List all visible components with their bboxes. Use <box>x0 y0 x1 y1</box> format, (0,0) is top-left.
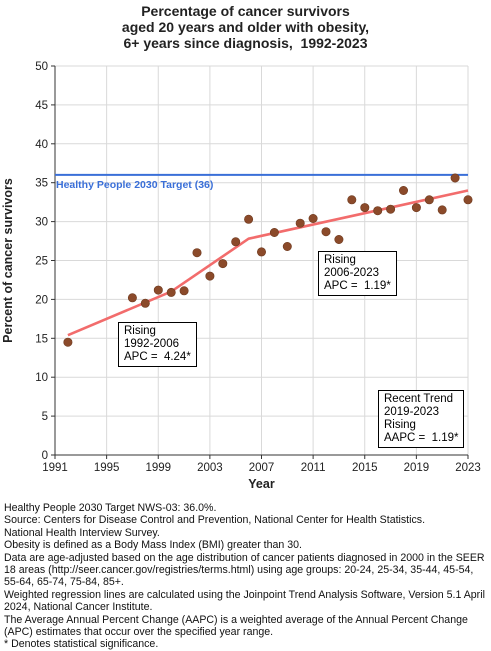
title-line: aged 20 years and older with obesity, <box>121 19 370 35</box>
chart: Healthy People 2030 Target (36) 0 5 10 15 20… <box>1 61 481 491</box>
x-tick-label: 2011 <box>301 462 326 474</box>
x-tick-label: 2023 <box>455 462 481 474</box>
annotation-line: Rising <box>384 419 416 431</box>
data-point <box>166 287 176 297</box>
data-point <box>244 214 254 224</box>
y-tick-label: 5 <box>42 411 48 423</box>
data-point <box>373 206 383 216</box>
footnote: * Denotes statistical significance. <box>4 638 159 651</box>
data-point <box>140 298 150 308</box>
y-tick-label: 35 <box>35 178 48 190</box>
data-point <box>269 228 279 238</box>
data-point <box>334 235 344 245</box>
y-tick-label: 25 <box>35 256 48 268</box>
y-tick-label: 10 <box>35 372 48 384</box>
x-tick-label: 2019 <box>404 462 430 474</box>
data-point <box>295 218 305 228</box>
footnote: National Health Interview Survey. <box>4 526 160 539</box>
annotation-box-2006-2023: Rising 2006-2023 APC = 1.19* <box>318 251 397 296</box>
footnotes: Healthy People 2030 Target NWS-03: 36.0%… <box>4 502 488 651</box>
data-point <box>231 237 241 247</box>
x-tick-label: 1999 <box>145 462 171 474</box>
data-point <box>424 195 434 205</box>
x-tick-label: 2007 <box>249 462 275 474</box>
annotation-line: 2006-2023 <box>324 267 379 279</box>
y-tick-label: 20 <box>35 294 48 306</box>
x-tick-label: 1995 <box>94 462 120 474</box>
y-tick-label: 0 <box>42 450 48 462</box>
annotation-line: Recent Trend <box>384 393 454 405</box>
data-point <box>411 203 421 213</box>
target-line-group: Healthy People 2030 Target (36) <box>55 173 468 191</box>
x-axis-title: Year <box>248 477 275 491</box>
chart-title: Percentage of cancer survivors aged 20 y… <box>0 3 491 51</box>
data-point <box>179 286 189 296</box>
x-tick-label: 2003 <box>197 462 223 474</box>
title-line: Percentage of cancer survivors <box>141 3 350 19</box>
data-point <box>205 271 215 281</box>
data-point <box>450 173 460 183</box>
annotation-box-1992-2006: Rising 1992-2006 APC = 4.24* <box>118 322 197 367</box>
x-tick-label: 1991 <box>42 462 68 474</box>
y-tick-label: 15 <box>35 333 48 345</box>
y-tick-label: 40 <box>35 139 48 151</box>
footnote: Obesity is defined as a Body Mass Index … <box>4 539 302 552</box>
data-point <box>308 214 318 224</box>
annotation-line: APC = 4.24* <box>124 351 191 363</box>
annotation-line: 1992-2006 <box>124 338 179 350</box>
y-tick-label: 45 <box>35 100 48 112</box>
data-point <box>192 248 202 258</box>
data-points <box>63 173 473 347</box>
footnote: Source: Centers for Disease Control and … <box>4 514 426 527</box>
footnote: Data are age-adjusted based on the age d… <box>4 551 485 589</box>
annotation-line: APC = 1.19* <box>324 280 391 292</box>
footnote: The Average Annual Percent Change (AAPC)… <box>4 613 468 639</box>
annotation-line: 2019-2023 <box>384 406 439 418</box>
data-point <box>398 186 408 196</box>
annotation-line: AAPC = 1.19* <box>384 432 459 444</box>
axes <box>51 65 469 459</box>
axis-labels: 0 5 10 15 20 25 30 35 40 45 50 1991 1995 1999 2003 2007… <box>1 61 481 491</box>
data-point <box>386 204 396 214</box>
trend-line-group <box>67 189 469 337</box>
data-point <box>321 227 331 237</box>
x-tick-label: 2015 <box>352 462 378 474</box>
annotation-line: Rising <box>124 325 156 337</box>
trend-line <box>67 189 469 337</box>
footnote: Healthy People 2030 Target NWS-03: 36.0%… <box>4 502 217 514</box>
footnote: Weighted regression lines are calculated… <box>4 588 485 614</box>
data-point <box>218 259 228 269</box>
y-tick-label: 30 <box>35 217 48 229</box>
data-point <box>282 242 292 252</box>
grid-lines <box>54 65 469 456</box>
data-point <box>256 247 266 257</box>
data-point <box>360 203 370 213</box>
target-label: Healthy People 2030 Target (36) <box>56 179 213 191</box>
data-point <box>437 205 447 215</box>
y-tick-label: 50 <box>35 61 48 73</box>
annotation-line: Rising <box>324 254 356 266</box>
data-point <box>153 285 163 295</box>
title-line: 6+ years since diagnosis, 1992-2023 <box>123 35 368 51</box>
data-point <box>63 337 73 347</box>
y-axis-title: Percent of cancer survivors <box>1 178 15 343</box>
annotation-box-recent-trend: Recent Trend 2019-2023 Rising AAPC = 1.1… <box>378 390 465 448</box>
data-point <box>127 293 137 303</box>
data-point <box>463 195 473 205</box>
data-point <box>347 195 357 205</box>
